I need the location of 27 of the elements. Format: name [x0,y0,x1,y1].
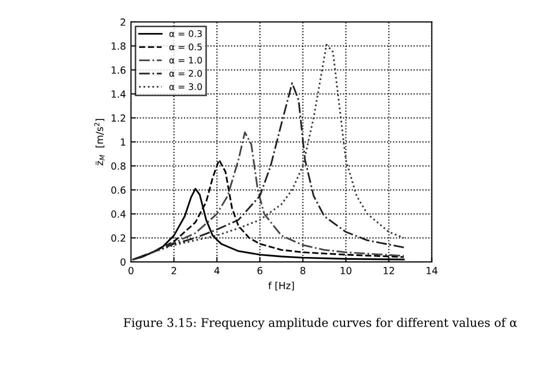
y-axis-title: z̈$_{M}$ [m/s$^{2}$] [94,118,105,166]
y-tick-label: 0.4 [111,210,126,218]
y-tick-label: 0.6 [111,186,126,194]
legend-label: α = 0.5 [169,43,202,50]
x-tick-label: 14 [426,267,438,274]
x-tick-label: 8 [300,266,306,274]
x-tick-label: 10 [340,266,352,274]
y-tick-label: 1.8 [112,42,126,50]
y-tick-label: 1 [121,138,126,146]
y-tick-label: 1.2 [112,114,126,122]
y-tick-label: 0 [120,258,126,266]
y-tick-label: 0.8 [111,162,126,170]
y-tick-label: 2 [120,18,126,26]
caption: Figure 3.15: Frequency amplitude curves for different values of α [124,318,518,330]
legend-label: α = 2.0 [169,70,202,77]
x-axis-title: f [Hz] [268,282,294,290]
x-tick-label: 0 [128,266,134,274]
legend-label: α = 1.0 [169,56,202,64]
y-tick-label: 1.4 [112,90,126,98]
x-tick-label: 4 [214,267,220,274]
x-tick-label: 2 [172,266,176,274]
y-tick-label: 1.6 [112,66,126,74]
legend-label: α = 3.0 [169,83,202,90]
x-tick-label: 12 [384,266,394,274]
y-tick-label: 0.2 [111,234,126,242]
x-tick-label: 6 [257,266,262,274]
legend-label: α = 0.3 [169,30,202,38]
